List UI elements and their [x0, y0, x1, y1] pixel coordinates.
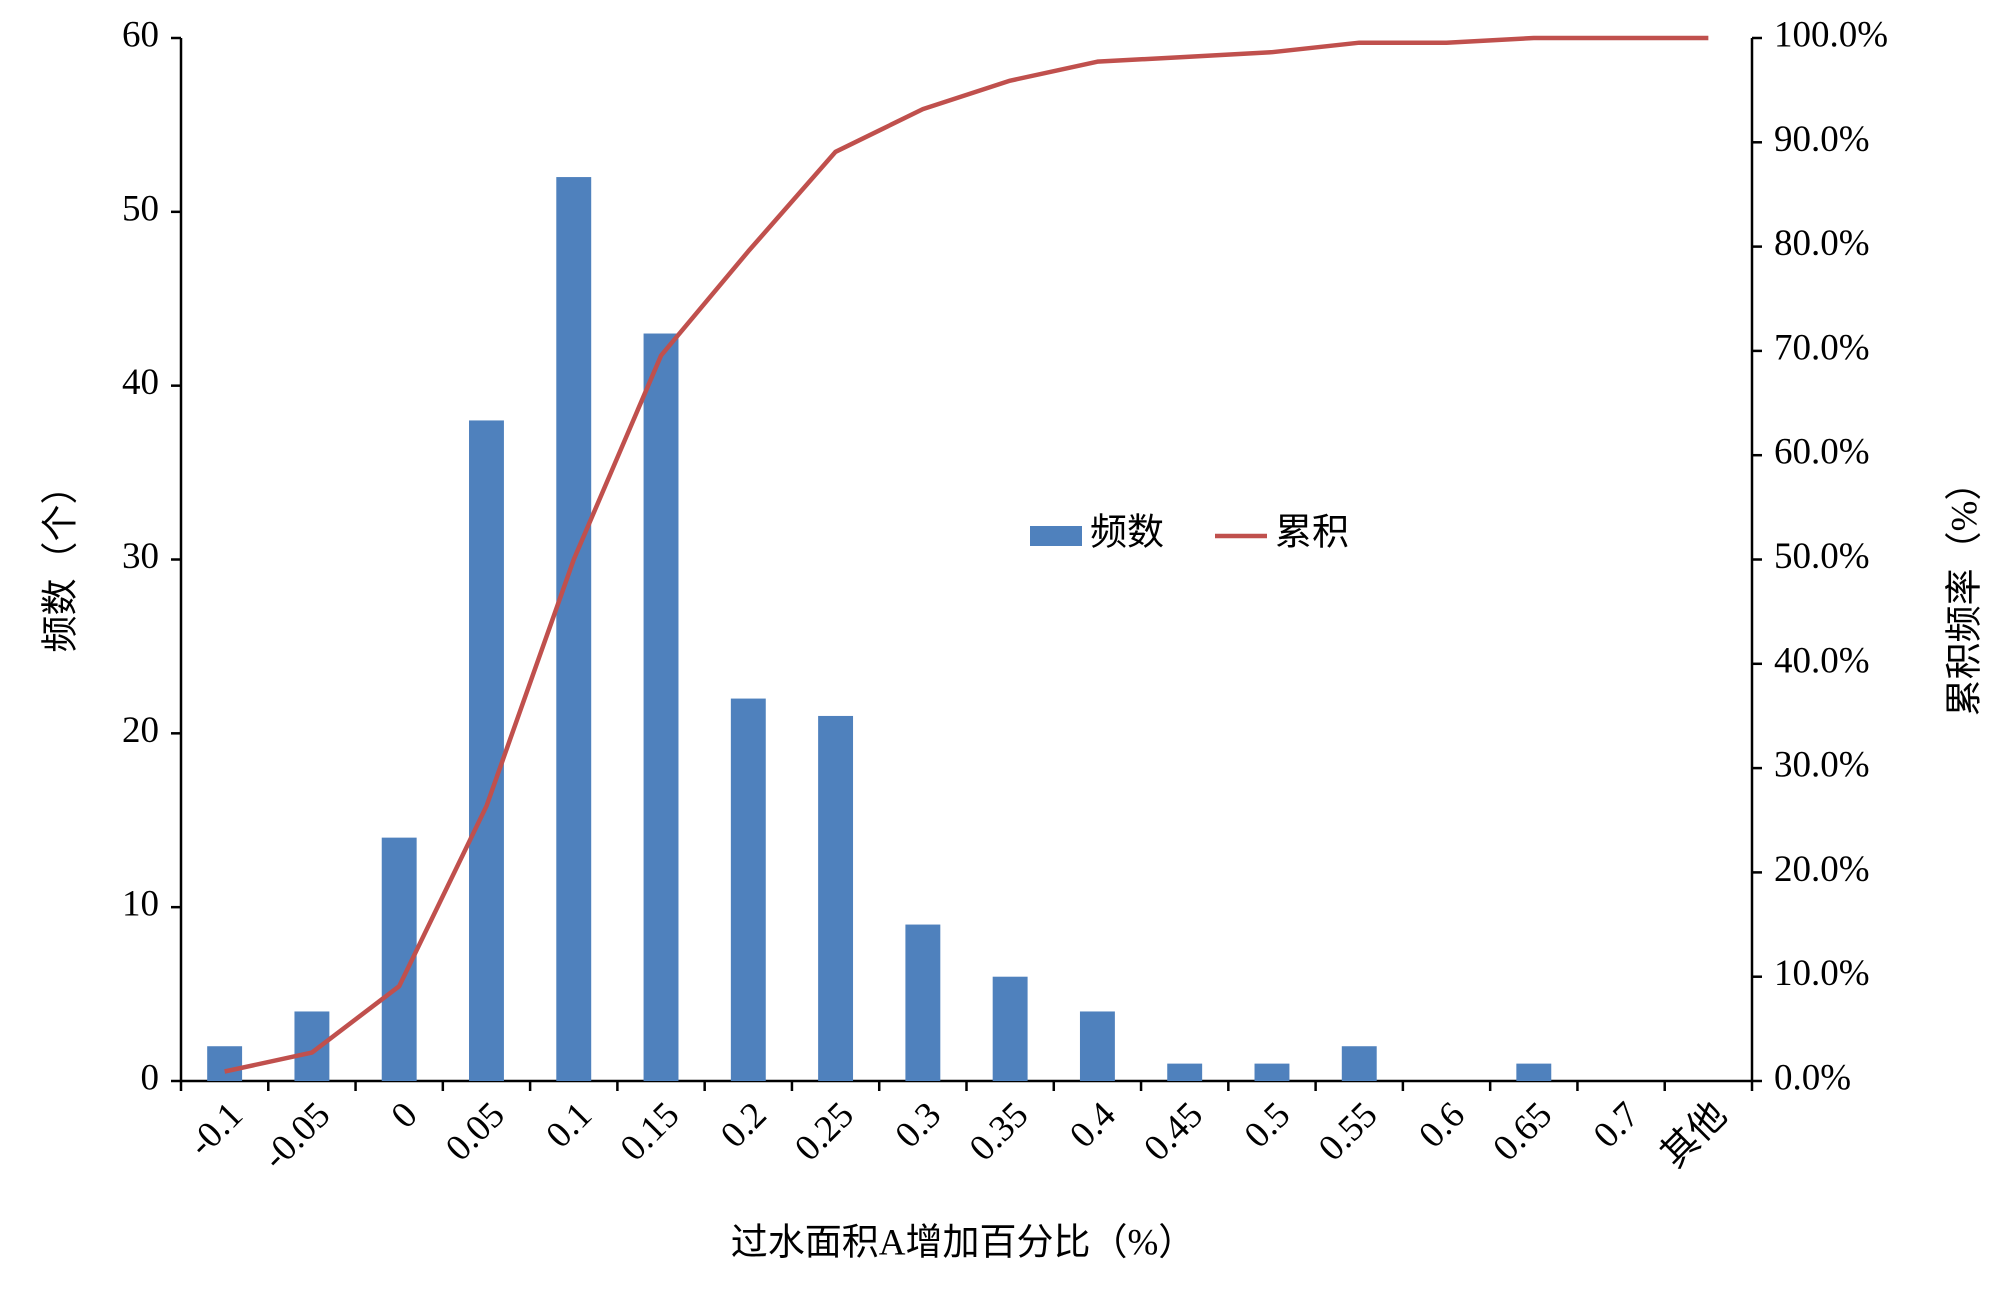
y2-tick-label: 60.0%: [1774, 432, 1870, 473]
x-tick-label: 0.45: [1136, 1094, 1211, 1169]
bar: [469, 420, 504, 1081]
y2-tick-label: 70.0%: [1774, 327, 1870, 368]
y2-tick-label: 80.0%: [1774, 223, 1870, 264]
y-tick-label: 0: [141, 1057, 160, 1098]
bar: [1341, 1046, 1377, 1081]
cumulative-line: [224, 35, 1709, 1074]
x-tick-label: 0.05: [438, 1094, 513, 1169]
x-tick-label: -0.1: [181, 1094, 251, 1164]
x-tick-label: 0.1: [538, 1094, 600, 1156]
y2-tick-label: 50.0%: [1774, 536, 1870, 577]
y2-tick-label: 10.0%: [1774, 953, 1870, 994]
bar: [905, 924, 941, 1081]
bar: [643, 333, 679, 1081]
legend-label: 累积: [1275, 512, 1349, 553]
legend-swatch: [1030, 526, 1082, 546]
x-tick-label: 0.15: [613, 1094, 688, 1169]
y-axis-title: 频数（个）: [39, 468, 81, 653]
y-tick-label: 40: [122, 362, 159, 403]
y2-tick-label: 40.0%: [1774, 640, 1870, 681]
y2-tick-label: 100.0%: [1774, 14, 1888, 55]
y2-tick-label: 30.0%: [1774, 745, 1870, 786]
x-tick-label: 0.25: [787, 1094, 862, 1169]
bar: [556, 177, 592, 1082]
y-tick-label: 50: [122, 188, 159, 229]
bar: [1516, 1063, 1552, 1081]
legend-label: 频数: [1090, 511, 1164, 553]
x-tick-label: 0.3: [888, 1094, 950, 1156]
y2-axis-title: 累积频率（%）: [1943, 464, 1985, 717]
x-tick-label: 其他: [1653, 1094, 1734, 1175]
bar: [992, 976, 1028, 1081]
y2-tick-label: 20.0%: [1774, 849, 1870, 890]
y-tick-label: 60: [122, 14, 159, 55]
x-tick-label: 0.65: [1485, 1094, 1560, 1169]
bar: [207, 1046, 243, 1081]
bar: [1167, 1063, 1203, 1081]
y-tick-label: 20: [122, 710, 159, 751]
bar: [1254, 1063, 1290, 1081]
y-tick-label: 10: [122, 884, 159, 925]
bar: [730, 698, 766, 1081]
x-tick-label: 0.35: [962, 1094, 1037, 1169]
bar: [294, 1011, 330, 1081]
x-tick-label: 0.6: [1411, 1094, 1473, 1156]
bar: [818, 715, 854, 1081]
x-tick-label: 0.7: [1586, 1094, 1648, 1156]
bar: [1079, 1011, 1115, 1081]
x-tick-label: 0.2: [713, 1094, 775, 1156]
x-tick-label: 0.4: [1062, 1094, 1124, 1156]
x-tick-label: 0.5: [1237, 1094, 1299, 1156]
x-axis-title: 过水面积A增加百分比（%）: [731, 1222, 1196, 1263]
y-tick-label: 30: [122, 536, 159, 577]
x-tick-label: -0.05: [255, 1094, 338, 1177]
y2-tick-label: 90.0%: [1774, 119, 1870, 160]
x-tick-label: 0.55: [1311, 1094, 1386, 1169]
y2-tick-label: 0.0%: [1774, 1057, 1851, 1098]
x-tick-label: 0: [383, 1094, 425, 1136]
